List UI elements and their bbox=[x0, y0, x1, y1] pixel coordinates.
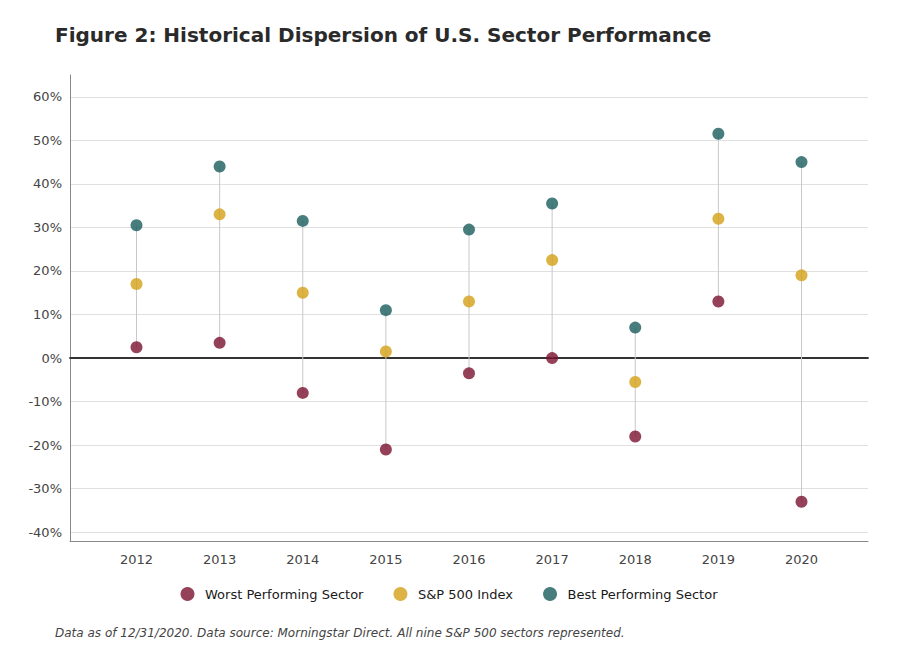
svg-text:20%: 20% bbox=[33, 263, 62, 278]
svg-text:-40%: -40% bbox=[28, 525, 62, 540]
svg-text:30%: 30% bbox=[33, 220, 62, 235]
svg-text:-30%: -30% bbox=[28, 481, 62, 496]
svg-text:2013: 2013 bbox=[203, 552, 236, 567]
svg-text:2019: 2019 bbox=[702, 552, 735, 567]
svg-text:40%: 40% bbox=[33, 176, 62, 191]
svg-text:Data as of 12/31/2020. Data so: Data as of 12/31/2020. Data source: Morn… bbox=[55, 626, 625, 640]
svg-text:Figure 2: Historical Dispersio: Figure 2: Historical Dispersion of U.S. … bbox=[55, 23, 711, 47]
svg-text:50%: 50% bbox=[33, 133, 62, 148]
svg-text:2016: 2016 bbox=[452, 552, 485, 567]
svg-text:-20%: -20% bbox=[28, 438, 62, 453]
svg-text:2020: 2020 bbox=[785, 552, 818, 567]
svg-text:2012: 2012 bbox=[120, 552, 153, 567]
svg-text:2014: 2014 bbox=[286, 552, 319, 567]
svg-text:10%: 10% bbox=[33, 307, 62, 322]
svg-text:-10%: -10% bbox=[28, 394, 62, 409]
svg-text:S&P 500 Index: S&P 500 Index bbox=[418, 587, 513, 602]
svg-text:2015: 2015 bbox=[369, 552, 402, 567]
svg-text:0%: 0% bbox=[41, 351, 62, 366]
svg-text:Best Performing Sector: Best Performing Sector bbox=[568, 587, 719, 602]
svg-text:60%: 60% bbox=[33, 89, 62, 104]
svg-text:Worst Performing Sector: Worst Performing Sector bbox=[205, 587, 364, 602]
svg-text:2018: 2018 bbox=[619, 552, 652, 567]
svg-text:2017: 2017 bbox=[536, 552, 569, 567]
